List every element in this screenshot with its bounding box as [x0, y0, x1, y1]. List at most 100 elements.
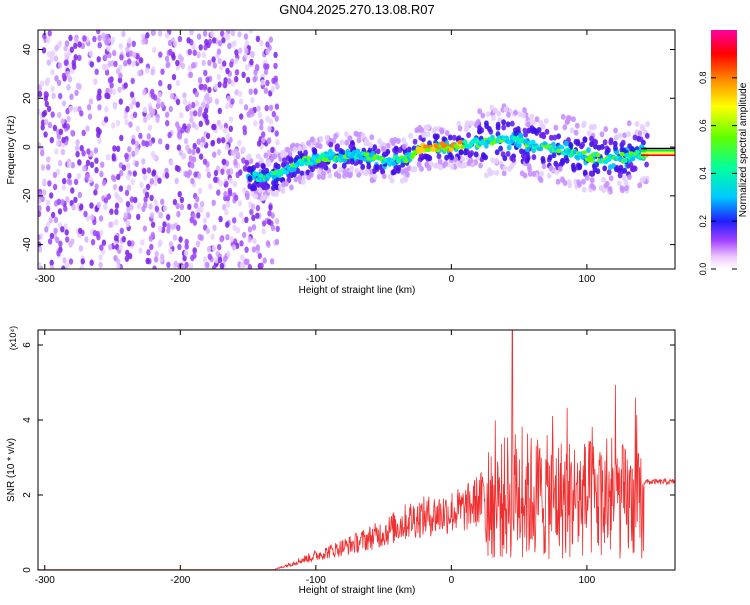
noise-speck [217, 107, 222, 115]
noise-speck [78, 245, 84, 252]
noise-speck [88, 176, 93, 183]
noise-speck [181, 264, 186, 269]
spectral-speck [427, 140, 432, 147]
noise-speck [160, 198, 165, 205]
noise-speck [193, 202, 199, 209]
noise-speck [210, 30, 215, 37]
noise-speck [231, 244, 237, 251]
noise-speck [38, 261, 42, 269]
noise-speck [166, 222, 171, 230]
noise-speck [42, 189, 47, 196]
noise-speck [158, 80, 163, 87]
spectral-speck [280, 152, 285, 159]
noise-speck [94, 157, 99, 164]
noise-speck [151, 30, 156, 36]
spectral-speck [393, 145, 399, 152]
noise-speck [267, 125, 272, 133]
colorbar-ticks: 0.0 0.2 0.4 0.6 0.8 [698, 72, 737, 275]
spectral-speck [406, 146, 412, 153]
noise-speck [262, 257, 267, 264]
spectral-speck [523, 131, 528, 138]
spectral-speck [494, 169, 500, 176]
noise-speck [244, 64, 250, 71]
noise-speck [225, 67, 230, 75]
ridge-mark [515, 143, 521, 148]
noise-speck [125, 105, 130, 113]
spectral-speck [288, 158, 294, 164]
spectral-speck [372, 173, 378, 180]
noise-speck [190, 177, 195, 185]
noise-speck [156, 97, 161, 104]
noise-speck [217, 57, 222, 65]
ridge-mark [581, 150, 588, 155]
noise-speck [260, 79, 265, 86]
spectral-speck [557, 165, 563, 172]
noise-speck [188, 71, 194, 79]
noise-speck [61, 177, 67, 185]
spectral-speck [299, 170, 305, 177]
noise-speck [126, 173, 131, 181]
noise-speck [50, 111, 55, 118]
spectral-speck [419, 165, 424, 172]
noise-speck [265, 41, 270, 48]
noise-speck [49, 136, 54, 144]
spectral-speck [586, 147, 591, 154]
noise-speck [68, 34, 73, 42]
noise-speck [248, 88, 253, 95]
noise-speck [242, 125, 247, 132]
spectral-speck [520, 112, 526, 119]
spectral-speck [563, 140, 569, 147]
noise-speck [43, 131, 48, 138]
x-tick-label: 100 [579, 274, 596, 285]
spectral-speck [360, 132, 366, 139]
noise-speck [198, 44, 203, 51]
noise-speck [103, 54, 108, 61]
spectral-speck [555, 178, 561, 185]
noise-speck [65, 70, 71, 78]
ridge-mark [574, 154, 580, 160]
spectral-speck [513, 127, 518, 134]
spectral-speck [259, 157, 264, 164]
spectral-speck [457, 125, 463, 132]
noise-speck [199, 141, 205, 149]
noise-speck [187, 65, 192, 72]
spectral-speck [569, 127, 575, 134]
noise-speck [134, 140, 139, 147]
noise-speck [131, 138, 136, 145]
noise-speck [50, 211, 56, 219]
noise-speck [53, 55, 59, 62]
ridge-mark [391, 161, 397, 167]
noise-speck [89, 202, 94, 209]
spectral-speck [451, 134, 457, 141]
noise-speck [244, 246, 249, 253]
spectral-speck [617, 172, 623, 179]
spectral-speck [465, 120, 470, 127]
noise-speck [118, 185, 124, 192]
noise-speck [225, 34, 231, 41]
spectral-speck [369, 134, 375, 141]
noise-speck [195, 196, 200, 203]
noise-speck [240, 254, 245, 261]
noise-speck [228, 177, 233, 184]
noise-speck [131, 51, 137, 58]
figure-title: GN04.2025.270.13.08.R07 [279, 2, 434, 17]
noise-speck [253, 120, 258, 127]
noise-speck [259, 124, 264, 131]
noise-speck [47, 30, 52, 37]
noise-speck [56, 79, 62, 87]
noise-speck [110, 174, 116, 181]
spectral-speck [254, 162, 260, 169]
noise-speck [187, 169, 192, 176]
noise-speck [238, 98, 244, 105]
noise-speck [188, 155, 193, 162]
spectral-speck [246, 154, 251, 161]
snr-marks [38, 330, 675, 570]
colorbar-label: Normalized spectral amplitude [738, 82, 749, 217]
noise-speck [234, 57, 239, 65]
y-tick-label: 6 [22, 342, 33, 348]
noise-speck [265, 240, 271, 247]
spectral-speck [293, 176, 299, 183]
spectral-speck [622, 167, 628, 174]
noise-speck [127, 58, 132, 65]
ridge-mark [299, 162, 305, 167]
